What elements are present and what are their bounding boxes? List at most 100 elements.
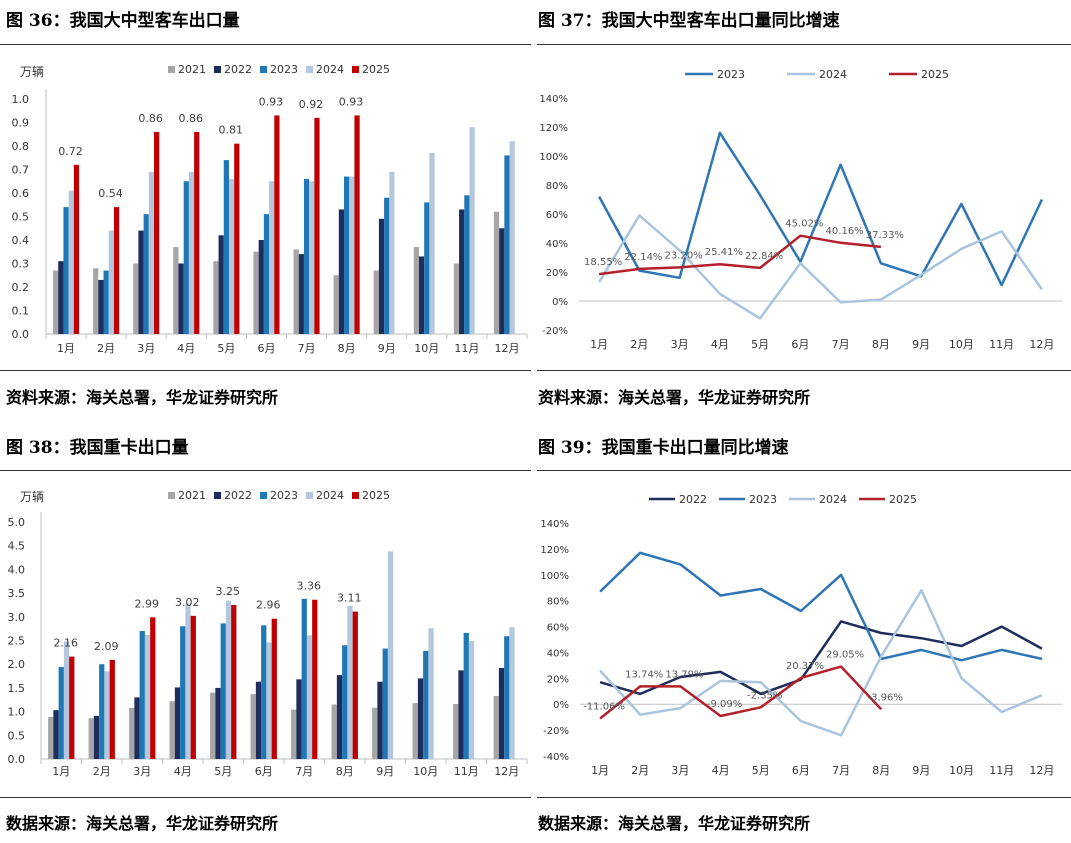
y-tick-label: 40% <box>547 648 569 659</box>
y-tick-label: 1.5 <box>8 682 26 695</box>
data-label: 0.92 <box>299 98 324 111</box>
bar-2022 <box>296 679 302 759</box>
bar-2024 <box>228 178 235 334</box>
series-line-2024 <box>599 589 1043 737</box>
divider <box>537 470 1071 471</box>
y-tick-label: 120% <box>539 123 568 134</box>
bar-2021 <box>373 270 379 334</box>
x-tick-label: 2月 <box>630 338 648 351</box>
legend-label-2021: 2021 <box>178 489 206 502</box>
bar-2022 <box>98 279 104 334</box>
x-tick-label: 9月 <box>912 764 930 777</box>
bar-2021 <box>129 707 135 759</box>
bar-2023 <box>342 645 348 759</box>
bar-2023 <box>301 598 307 759</box>
x-tick-label: 5月 <box>217 342 235 355</box>
bar-2021 <box>210 692 216 759</box>
legend-label-2021: 2021 <box>178 63 206 76</box>
x-tick-label: 1月 <box>591 764 609 777</box>
legend-swatch-2021 <box>168 66 175 73</box>
y-tick-label: 3.0 <box>8 611 26 624</box>
y-tick-label: 0.0 <box>8 753 26 766</box>
bar-2022 <box>499 228 505 334</box>
x-tick-label: 4月 <box>712 764 730 777</box>
bar-2024 <box>188 171 195 334</box>
bar-2024 <box>309 181 315 334</box>
y-tick-label: 60% <box>547 623 569 634</box>
bar-2022 <box>215 687 221 759</box>
y-tick-label: -40% <box>543 752 569 763</box>
legend-label-2025: 2025 <box>362 63 390 76</box>
x-tick-label: 7月 <box>295 765 313 778</box>
data-label: 23.20% <box>665 250 703 261</box>
bar-2024 <box>389 171 395 334</box>
x-tick-label: 12月 <box>1029 764 1054 777</box>
divider <box>0 44 531 45</box>
bar-2022 <box>338 209 345 334</box>
data-label: 3.25 <box>216 585 241 598</box>
data-label: 13.79% <box>665 669 703 680</box>
legend-label-2024: 2024 <box>819 493 847 506</box>
legend-swatch-2022 <box>214 66 221 73</box>
legend-swatch-2021 <box>168 492 175 499</box>
x-tick-label: 4月 <box>711 338 729 351</box>
bar-2022 <box>93 715 100 759</box>
bar-2025 <box>69 656 75 759</box>
chart-37-title: 图 37：我国大中型客车出口量同比增速 <box>538 11 840 31</box>
bar-2023 <box>180 626 186 759</box>
y-tick-label: 80% <box>547 597 569 608</box>
bar-2025 <box>73 164 80 334</box>
legend-label-2023: 2023 <box>270 63 298 76</box>
legend-label-2025: 2025 <box>362 489 390 502</box>
y-tick-label: 0.5 <box>8 729 26 742</box>
y-tick-label: 0.2 <box>12 281 30 294</box>
data-label: 22.84% <box>745 251 783 262</box>
chart-37-panel: 2023 2024 2025 -20% 0% 20% 40% 60% 80% 100% 120% 14… <box>537 45 1071 370</box>
x-tick-label: 11月 <box>989 338 1014 351</box>
bar-2025 <box>271 618 277 759</box>
divider <box>537 370 1071 371</box>
bar-2021 <box>453 704 459 759</box>
y-tick-label: 0% <box>552 297 568 308</box>
bar-2021 <box>169 701 175 759</box>
y-tick-label: 20% <box>546 268 568 279</box>
bar-2022 <box>58 261 64 334</box>
x-tick-label: 10月 <box>949 764 974 777</box>
x-tick-label: 3月 <box>137 342 155 355</box>
bar-2022 <box>174 687 181 759</box>
bar-2022 <box>298 254 304 334</box>
y-tick-label: 4.0 <box>8 563 26 576</box>
data-label: -2.35% <box>747 690 782 701</box>
chart-39-panel: 2022 2023 2024 2025 -40% -20% 0% 20% 40% 60% 80% 10… <box>537 471 1071 797</box>
y-tick-label: 0.4 <box>12 234 30 247</box>
bar-2024 <box>428 628 434 759</box>
y-tick-label: 0% <box>553 700 569 711</box>
bar-2025 <box>194 131 200 334</box>
legend-swatch-2023 <box>260 66 267 73</box>
x-tick-label: 1月 <box>57 342 75 355</box>
bar-2021 <box>93 268 99 334</box>
bar-2025 <box>150 617 156 759</box>
data-label: 25.41% <box>705 247 743 258</box>
bar-2023 <box>344 176 350 334</box>
data-label: 0.86 <box>138 112 163 125</box>
bar-2023 <box>424 202 430 334</box>
bar-2024 <box>108 230 114 334</box>
bar-2022 <box>377 681 383 759</box>
legend-label-2025: 2025 <box>921 68 949 81</box>
bar-2023 <box>103 270 109 334</box>
bar-2021 <box>213 261 219 334</box>
y-tick-label: 5.0 <box>8 516 26 529</box>
bar-2021 <box>88 718 94 759</box>
divider <box>537 797 1071 798</box>
data-label: 2.09 <box>94 640 119 653</box>
y-tick-label: 0.1 <box>12 305 30 318</box>
data-label: 0.81 <box>219 124 244 137</box>
data-label: 0.93 <box>259 95 284 108</box>
bar-2021 <box>48 716 54 759</box>
data-label: 3.36 <box>297 580 322 593</box>
data-label: 2.16 <box>54 637 79 650</box>
bar-2021 <box>372 707 378 759</box>
x-tick-label: 7月 <box>298 342 316 355</box>
x-tick-label: 6月 <box>791 338 809 351</box>
